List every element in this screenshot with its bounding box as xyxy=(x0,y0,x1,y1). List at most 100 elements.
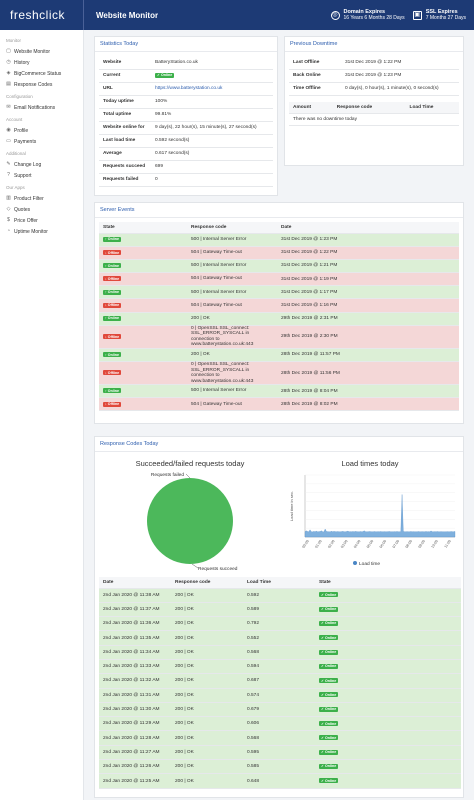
column-header[interactable]: Date xyxy=(277,222,459,234)
sidebar-item[interactable]: ? Support xyxy=(0,170,83,181)
x-tick-label: 02:00 xyxy=(327,539,335,549)
sidebar-section-title: Our Apps xyxy=(6,185,25,190)
sidebar-item[interactable]: ▥ Product Filter xyxy=(0,193,83,204)
event-row: ↑ Online 200 | OK 28th Dec 2019 @ 11:57 PM xyxy=(99,348,459,363)
downtime-row: Last Offline 31st Dec 2019 @ 1:22 PM xyxy=(289,56,459,70)
response-code-row: 2nd Jan 2020 @ 11:33 AM 200 | OK 0.594 ✓ On… xyxy=(99,659,461,675)
status-badge: ↑ Online xyxy=(103,315,121,321)
x-tick-label: 09:00 xyxy=(418,539,426,549)
status-badge: ↑ Online xyxy=(103,388,121,394)
statistics-row: Website BatteryStation.co.uk xyxy=(99,56,273,70)
statistics-row: Last load time 0.592 second(s) xyxy=(99,134,273,148)
statistics-value: ✓ Online xyxy=(151,69,273,83)
status-badge-label: Online xyxy=(325,607,337,612)
downtime-value: 0 day(s), 0 hour(s), 1 minute(s), 0 seco… xyxy=(341,82,459,96)
arrow-up-icon: ↑ xyxy=(105,263,108,268)
brand-logo[interactable]: freshclick xyxy=(0,0,84,30)
downtime-amount-table: Amount Response code Load Time There was no… xyxy=(289,101,459,126)
sidebar-item-icon: ✎ xyxy=(6,161,11,167)
status-badge: ✓ Online xyxy=(155,72,175,78)
column-header[interactable]: Response code xyxy=(332,101,406,114)
sidebar-item[interactable]: ◈ BigCommerce Status xyxy=(0,68,83,79)
response-state: ✓ Online xyxy=(315,716,461,732)
response-date: 2nd Jan 2020 @ 11:27 AM xyxy=(99,745,171,761)
response-code: 200 | OK xyxy=(171,702,243,718)
statistics-row: Current ✓ Online xyxy=(99,69,273,83)
statistics-value: 0.592 second(s) xyxy=(151,134,273,148)
event-row: ↓ Offline 504 | Gateway Time-out 31st Dec … xyxy=(99,272,459,287)
event-row: ↓ Offline 0 | OpenSSL SSL_connect: SSL_ER… xyxy=(99,325,459,349)
response-load-time: 0.648 xyxy=(243,773,315,789)
lock-icon: ▣ xyxy=(412,10,422,20)
column-header[interactable]: Response code xyxy=(187,222,277,234)
sidebar-item-label: Change Log xyxy=(14,161,42,168)
arrow-down-icon: ↓ xyxy=(105,276,108,281)
response-state: ✓ Online xyxy=(315,702,461,718)
sidebar-item[interactable]: ✎ Change Log xyxy=(0,159,83,170)
statistics-key: Website xyxy=(99,56,151,70)
statistics-value: 100% xyxy=(151,95,273,109)
column-header[interactable]: Amount xyxy=(289,101,333,114)
status-badge: ✓ Online xyxy=(319,649,339,655)
status-badge-label: Online xyxy=(325,621,337,626)
sidebar-item[interactable]: ◇ Quotes xyxy=(0,204,83,215)
event-date: 28th Dec 2019 @ 8:02 PM xyxy=(277,397,459,412)
response-code-row: 2nd Jan 2020 @ 11:37 AM 200 | OK 0.589 ✓ On… xyxy=(99,602,461,618)
event-date: 28th Dec 2019 @ 11:56 PM xyxy=(277,361,459,385)
status-badge-label: Offline xyxy=(107,303,120,308)
column-header[interactable]: State xyxy=(99,222,187,234)
column-header[interactable]: Date xyxy=(99,577,171,589)
column-header[interactable]: State xyxy=(315,577,461,589)
x-tick-label: 00:00 xyxy=(301,539,309,549)
event-row: ↓ Offline 504 | Gateway Time-out 28th Dec … xyxy=(99,397,459,412)
ssl-expiry-label: SSL Expires xyxy=(425,9,458,15)
response-state: ✓ Online xyxy=(315,730,461,746)
status-badge: ✓ Online xyxy=(319,635,339,641)
x-tick-label: 11:00 xyxy=(444,539,452,548)
column-header[interactable]: Response code xyxy=(171,577,243,589)
sidebar-item[interactable]: ◔ Uptime Monitor xyxy=(0,226,83,237)
check-icon: ✓ xyxy=(157,73,162,78)
sidebar-item[interactable]: ◉ Profile xyxy=(0,125,83,136)
event-response-code: 504 | Gateway Time-out xyxy=(187,246,277,260)
event-response-code: 500 | Internal Server Error xyxy=(187,285,277,300)
status-badge-label: Online xyxy=(325,750,337,755)
event-state: ↓ Offline xyxy=(99,325,187,349)
downtime-table: Last Offline 31st Dec 2019 @ 1:22 PM Back … xyxy=(289,56,459,96)
sidebar-item[interactable]: ✉ Email Notifications xyxy=(0,102,83,113)
load-time-series[interactable] xyxy=(304,494,456,538)
arrow-down-icon: ↓ xyxy=(105,370,108,375)
response-state: ✓ Online xyxy=(315,616,461,632)
sidebar-item[interactable]: ▭ Payments xyxy=(0,136,83,147)
domain-expiry-label: Domain Expires xyxy=(343,9,386,15)
event-state: ↓ Offline xyxy=(99,397,187,412)
check-icon: ✓ xyxy=(321,635,326,640)
codes-header-row: Date Response code Load Time State xyxy=(99,577,461,589)
column-header[interactable]: Load Time xyxy=(243,577,315,589)
sidebar-item-icon: ◉ xyxy=(6,127,11,133)
sidebar-item[interactable]: $ Price Offer xyxy=(0,215,83,226)
statistics-key: Website online for xyxy=(99,121,151,135)
downtime-key: Back Online xyxy=(289,69,341,83)
pie-slice[interactable] xyxy=(147,478,233,564)
response-load-time: 0.585 xyxy=(243,759,315,775)
response-date: 2nd Jan 2020 @ 11:38 AM xyxy=(99,588,171,603)
response-load-time: 0.595 xyxy=(243,745,315,761)
sidebar-item[interactable]: ▤ Response Codes xyxy=(0,79,83,90)
website-url-link[interactable]: https://www.batterystation.co.uk xyxy=(155,86,223,91)
response-codes-panel: Response Codes Today Succeeded/failed re… xyxy=(94,436,464,798)
event-date: 31st Dec 2019 @ 1:22 PM xyxy=(277,246,459,260)
response-load-time: 0.679 xyxy=(243,702,315,718)
domain-expiry-value: 16 Years 6 Months 28 Days xyxy=(343,15,405,21)
statistics-key: Requests failed xyxy=(99,173,151,187)
sidebar-item[interactable]: ◷ History xyxy=(0,57,83,68)
check-icon: ✓ xyxy=(321,764,326,769)
downtime-row: Time Offline 0 day(s), 0 hour(s), 1 minut… xyxy=(289,82,459,96)
column-header[interactable]: Load Time xyxy=(405,101,459,114)
sidebar-item-icon: ▤ xyxy=(6,81,11,87)
legend-label[interactable]: Load time xyxy=(359,561,380,567)
statistics-panel: Statistics Today Website BatteryStation.c… xyxy=(94,36,278,196)
response-code: 200 | OK xyxy=(171,688,243,703)
response-load-time: 0.606 xyxy=(243,716,315,732)
sidebar-item[interactable]: ▢ Website Monitor xyxy=(0,46,83,57)
